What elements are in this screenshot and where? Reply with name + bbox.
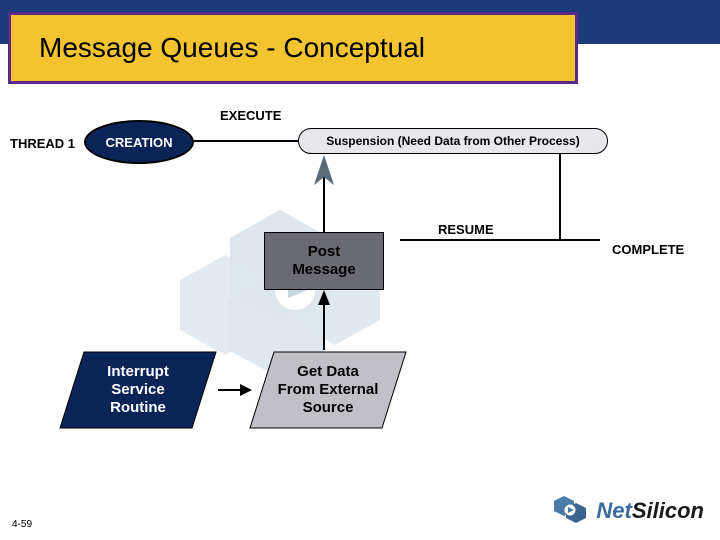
brand-text-silicon: Silicon <box>632 498 704 523</box>
brand-text-net: Net <box>596 498 631 523</box>
title-box: Message Queues - Conceptual <box>8 12 578 84</box>
post-message-text: Post Message <box>292 243 355 279</box>
get-data-text: Get Data From External Source <box>248 350 408 430</box>
complete-label: COMPLETE <box>612 242 684 257</box>
diagram-area: THREAD 1 CREATION EXECUTE Suspension (Ne… <box>0 95 720 540</box>
connectors <box>0 95 720 540</box>
isr-node: Interrupt Service Routine <box>58 350 218 430</box>
brand-logo: NetSilicon <box>550 494 704 528</box>
brand-icon <box>550 494 590 528</box>
post-message-box: Post Message <box>264 232 384 290</box>
resume-label: RESUME <box>438 222 494 237</box>
brand-text: NetSilicon <box>596 498 704 524</box>
isr-text: Interrupt Service Routine <box>58 350 218 430</box>
page-number: 4-59 <box>12 519 32 530</box>
page-title: Message Queues - Conceptual <box>39 32 425 64</box>
get-data-node: Get Data From External Source <box>248 350 408 430</box>
